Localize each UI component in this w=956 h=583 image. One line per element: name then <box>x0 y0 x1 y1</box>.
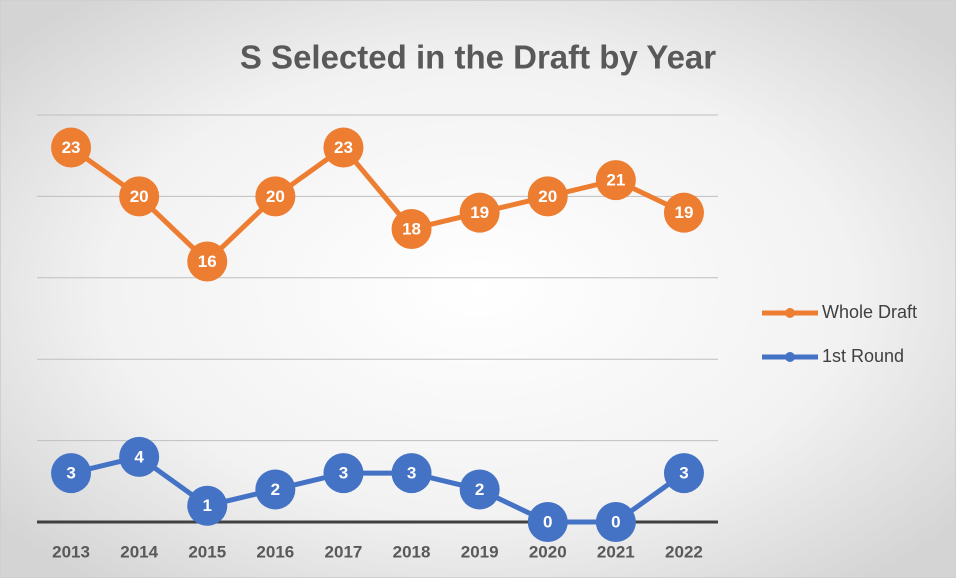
x-tick-label: 2018 <box>393 542 431 561</box>
x-tick-label: 2020 <box>529 542 567 561</box>
x-tick-label: 2016 <box>256 542 294 561</box>
data-label: 2 <box>475 480 484 499</box>
data-label: 18 <box>402 219 421 238</box>
data-label: 19 <box>674 203 693 222</box>
x-tick-label: 2017 <box>325 542 363 561</box>
data-label: 16 <box>198 252 217 271</box>
data-point <box>119 176 160 217</box>
legend-label: Whole Draft <box>822 302 917 322</box>
data-label: 20 <box>538 187 557 206</box>
data-point <box>187 241 228 282</box>
data-point <box>459 192 500 233</box>
data-label: 20 <box>266 187 285 206</box>
series-line <box>69 145 686 265</box>
x-tick-label: 2022 <box>665 542 703 561</box>
data-label: 0 <box>611 512 620 531</box>
data-label: 23 <box>334 138 353 157</box>
data-point <box>595 160 636 201</box>
data-label: 3 <box>679 464 688 483</box>
data-point <box>51 127 92 168</box>
data-label: 0 <box>543 512 552 531</box>
x-tick-label: 2021 <box>597 542 635 561</box>
data-point <box>187 485 228 526</box>
data-label: 3 <box>407 464 416 483</box>
x-tick-label: 2014 <box>120 542 158 561</box>
legend-marker <box>785 352 795 362</box>
x-tick-label: 2015 <box>188 542 226 561</box>
data-label: 2 <box>271 480 280 499</box>
data-point <box>527 176 568 217</box>
legend-label: 1st Round <box>822 346 904 366</box>
data-point <box>255 176 296 217</box>
data-point <box>391 453 432 494</box>
x-tick-label: 2019 <box>461 542 499 561</box>
data-point <box>595 502 636 542</box>
data-label: 1 <box>203 496 212 515</box>
data-point <box>391 208 432 249</box>
series-line <box>70 454 686 525</box>
data-point <box>663 192 704 233</box>
x-tick-label: 2013 <box>52 542 90 561</box>
data-label: 23 <box>62 138 81 157</box>
legend-marker <box>785 308 795 318</box>
data-label: 3 <box>339 464 348 483</box>
data-label: 21 <box>606 171 625 190</box>
data-label: 4 <box>134 447 144 466</box>
data-point <box>255 469 296 510</box>
data-label: 3 <box>66 464 75 483</box>
data-point <box>51 453 92 494</box>
data-point <box>459 469 500 510</box>
data-point <box>527 502 568 542</box>
data-label: 19 <box>470 203 489 222</box>
data-point <box>323 127 364 168</box>
data-point <box>119 436 160 477</box>
data-point <box>663 453 704 494</box>
data-point <box>323 453 364 494</box>
chart-title: S Selected in the Draft by Year <box>240 39 716 76</box>
data-label: 20 <box>130 187 149 206</box>
